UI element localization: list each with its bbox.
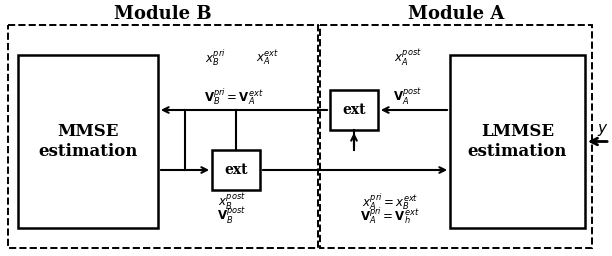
Text: MMSE: MMSE xyxy=(58,123,119,140)
Text: $x_A^{pri}=x_B^{ext}$: $x_A^{pri}=x_B^{ext}$ xyxy=(362,191,418,212)
Text: ext: ext xyxy=(224,163,248,177)
Text: ext: ext xyxy=(342,103,366,117)
Text: $y$: $y$ xyxy=(597,122,609,137)
Text: $x_B^{post}$: $x_B^{post}$ xyxy=(218,192,246,212)
Bar xyxy=(212,150,260,190)
Bar xyxy=(450,55,585,228)
Bar xyxy=(8,25,318,248)
Text: $x_B^{pri}$: $x_B^{pri}$ xyxy=(204,48,225,68)
Text: $\mathbf{V}_B^{pri}=\mathbf{V}_A^{ext}$: $\mathbf{V}_B^{pri}=\mathbf{V}_A^{ext}$ xyxy=(204,87,264,108)
Text: $x_A^{post}$: $x_A^{post}$ xyxy=(394,48,422,68)
Text: Module A: Module A xyxy=(408,5,504,23)
Text: $x_A^{ext}$: $x_A^{ext}$ xyxy=(256,48,280,68)
Bar xyxy=(330,90,378,130)
Bar xyxy=(18,55,158,228)
Text: $\mathbf{V}_A^{post}$: $\mathbf{V}_A^{post}$ xyxy=(394,87,423,107)
Bar xyxy=(320,25,592,248)
Text: Module B: Module B xyxy=(114,5,212,23)
Text: LMMSE: LMMSE xyxy=(481,123,554,140)
Text: $\mathbf{V}_A^{pri}=\mathbf{V}_h^{ext}$: $\mathbf{V}_A^{pri}=\mathbf{V}_h^{ext}$ xyxy=(360,206,420,227)
Text: estimation: estimation xyxy=(468,143,567,160)
Text: estimation: estimation xyxy=(39,143,138,160)
Text: $\mathbf{V}_B^{post}$: $\mathbf{V}_B^{post}$ xyxy=(217,206,247,226)
